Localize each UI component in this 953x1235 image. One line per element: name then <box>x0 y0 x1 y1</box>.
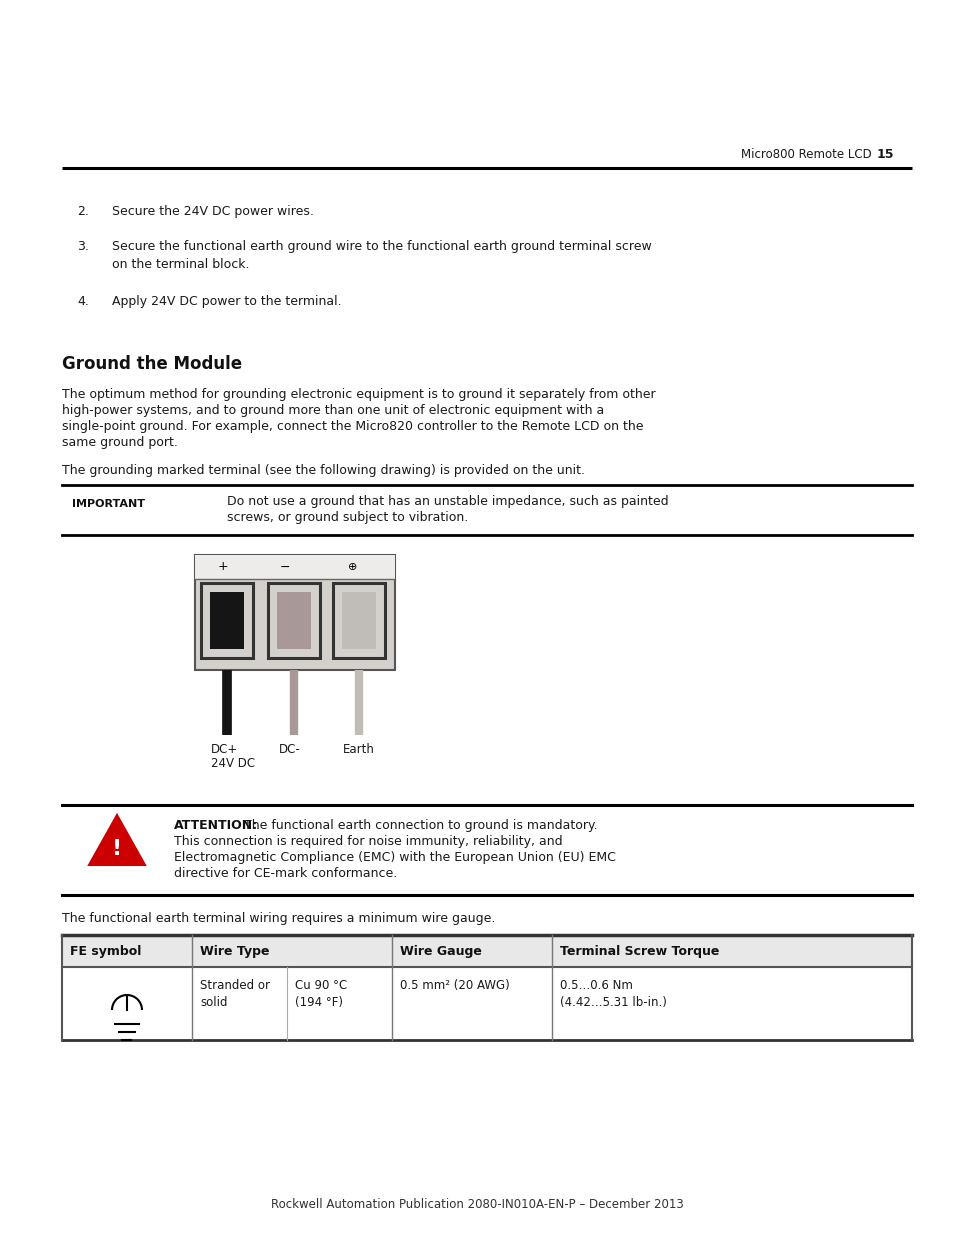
Text: ATTENTION:: ATTENTION: <box>173 819 258 832</box>
Text: Secure the functional earth ground wire to the functional earth ground terminal : Secure the functional earth ground wire … <box>112 240 651 253</box>
Text: 4.: 4. <box>77 295 89 308</box>
Text: Electromagnetic Compliance (EMC) with the European Union (EU) EMC: Electromagnetic Compliance (EMC) with th… <box>173 851 616 864</box>
FancyBboxPatch shape <box>194 555 395 579</box>
Text: Terminal Screw Torque: Terminal Screw Torque <box>559 945 719 957</box>
Text: Wire Gauge: Wire Gauge <box>399 945 481 957</box>
Text: +: + <box>217 561 228 573</box>
Text: Earth: Earth <box>343 743 375 756</box>
Text: Do not use a ground that has an unstable impedance, such as painted: Do not use a ground that has an unstable… <box>227 495 668 508</box>
Text: screws, or ground subject to vibration.: screws, or ground subject to vibration. <box>227 511 468 524</box>
Text: 0.5 mm² (20 AWG): 0.5 mm² (20 AWG) <box>399 979 509 992</box>
Text: This connection is required for noise immunity, reliability, and: This connection is required for noise im… <box>173 835 562 848</box>
FancyBboxPatch shape <box>210 592 244 650</box>
Text: 15: 15 <box>876 148 893 162</box>
Text: The functional earth terminal wiring requires a minimum wire gauge.: The functional earth terminal wiring req… <box>62 911 495 925</box>
FancyBboxPatch shape <box>62 935 911 967</box>
Text: on the terminal block.: on the terminal block. <box>112 258 250 270</box>
Text: Apply 24V DC power to the terminal.: Apply 24V DC power to the terminal. <box>112 295 341 308</box>
Text: ⊕: ⊕ <box>348 562 357 572</box>
Text: DC+: DC+ <box>211 743 238 756</box>
Text: −: − <box>279 561 290 573</box>
FancyBboxPatch shape <box>333 583 385 658</box>
Text: Ground the Module: Ground the Module <box>62 354 242 373</box>
Text: Cu 90 °C
(194 °F): Cu 90 °C (194 °F) <box>294 979 347 1009</box>
FancyBboxPatch shape <box>268 583 319 658</box>
Text: 24V DC: 24V DC <box>211 757 254 769</box>
Text: DC-: DC- <box>278 743 300 756</box>
Text: single-point ground. For example, connect the Micro820 controller to the Remote : single-point ground. For example, connec… <box>62 420 643 433</box>
Text: 3.: 3. <box>77 240 89 253</box>
FancyBboxPatch shape <box>341 592 375 650</box>
Text: FE symbol: FE symbol <box>70 945 141 957</box>
Text: Wire Type: Wire Type <box>200 945 269 957</box>
Text: Stranded or
solid: Stranded or solid <box>200 979 270 1009</box>
FancyBboxPatch shape <box>276 592 311 650</box>
FancyBboxPatch shape <box>194 555 395 671</box>
Polygon shape <box>89 815 145 864</box>
Text: IMPORTANT: IMPORTANT <box>71 499 145 509</box>
Text: The optimum method for grounding electronic equipment is to ground it separately: The optimum method for grounding electro… <box>62 388 655 401</box>
Text: high-power systems, and to ground more than one unit of electronic equipment wit: high-power systems, and to ground more t… <box>62 404 603 417</box>
Text: same ground port.: same ground port. <box>62 436 177 450</box>
Text: Micro800 Remote LCD: Micro800 Remote LCD <box>740 148 871 162</box>
Text: The grounding marked terminal (see the following drawing) is provided on the uni: The grounding marked terminal (see the f… <box>62 464 584 477</box>
Text: The functional earth connection to ground is mandatory.: The functional earth connection to groun… <box>240 819 597 832</box>
Text: Rockwell Automation Publication 2080-IN010A-EN-P – December 2013: Rockwell Automation Publication 2080-IN0… <box>271 1198 682 1212</box>
Text: directive for CE-mark conformance.: directive for CE-mark conformance. <box>173 867 396 881</box>
FancyBboxPatch shape <box>201 583 253 658</box>
Text: Secure the 24V DC power wires.: Secure the 24V DC power wires. <box>112 205 314 219</box>
Text: 2.: 2. <box>77 205 89 219</box>
Text: 0.5…0.6 Nm
(4.42…5.31 lb-in.): 0.5…0.6 Nm (4.42…5.31 lb-in.) <box>559 979 666 1009</box>
Text: !: ! <box>112 839 122 860</box>
